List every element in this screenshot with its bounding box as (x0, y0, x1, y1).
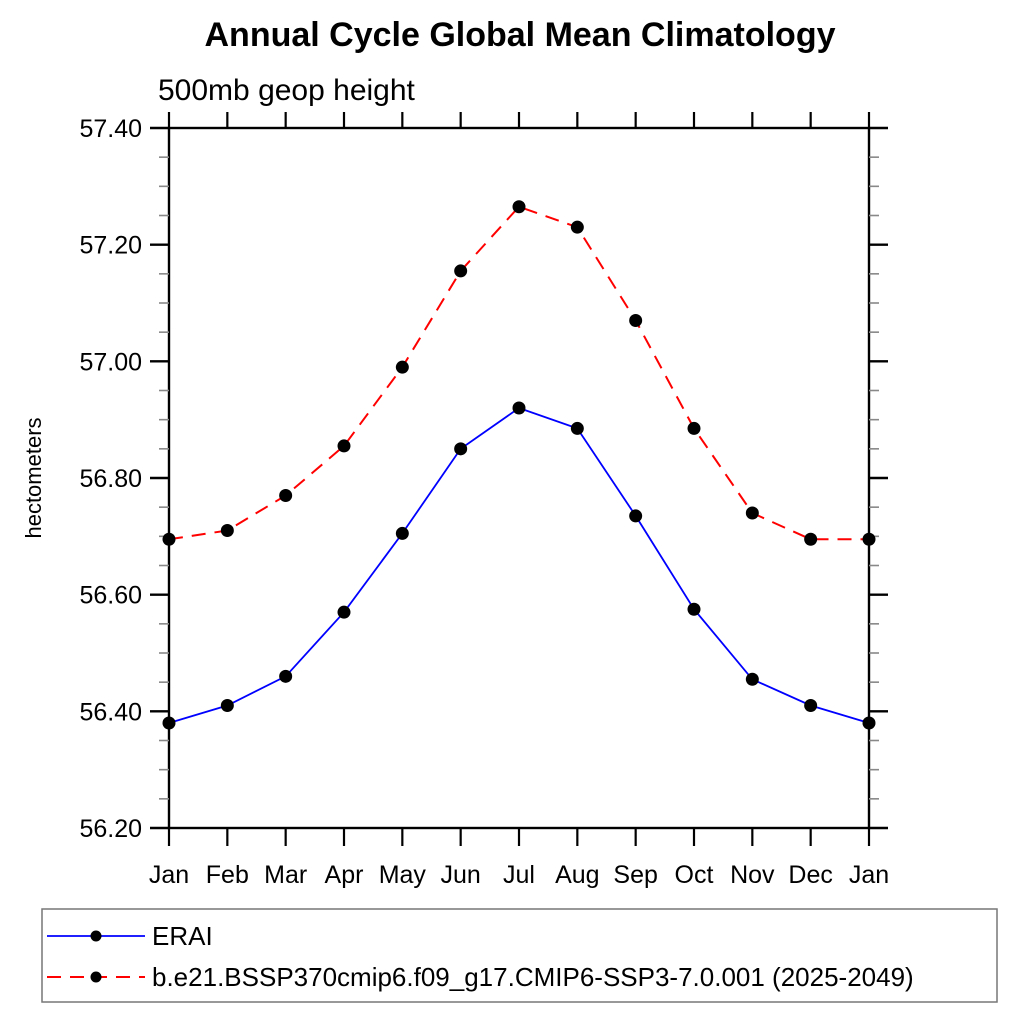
data-point-marker (162, 532, 176, 546)
x-tick-label: Jan (149, 861, 189, 889)
data-point-marker (862, 532, 876, 546)
data-point-marker (745, 672, 759, 686)
x-tick-label: Sep (613, 861, 657, 889)
x-tick-label: May (379, 861, 427, 889)
y-tick-label: 57.20 (79, 232, 142, 260)
data-point-marker (162, 716, 176, 730)
data-point-marker (395, 526, 409, 540)
y-tick-label: 56.20 (79, 815, 142, 843)
y-tick-label: 56.60 (79, 582, 142, 610)
x-tick-label: Dec (788, 861, 832, 889)
data-point-marker (745, 506, 759, 520)
data-point-marker (454, 264, 468, 278)
data-point-marker (804, 532, 818, 546)
y-tick-label: 56.80 (79, 465, 142, 493)
data-point-marker (337, 439, 351, 453)
data-point-marker (395, 360, 409, 374)
x-tick-label: Mar (264, 861, 307, 889)
legend-box (41, 908, 998, 1003)
data-point-marker (454, 442, 468, 456)
y-tick-label: 57.00 (79, 348, 142, 376)
series-line (168, 406, 870, 724)
data-point-marker (279, 669, 293, 683)
data-point-marker (687, 602, 701, 616)
data-point-marker (629, 314, 643, 327)
data-point-marker (279, 489, 293, 502)
chart-subtitle: 500mb geop height (158, 74, 415, 107)
data-point-marker (220, 524, 234, 537)
series-line (168, 205, 869, 541)
x-tick-label: Nov (730, 861, 775, 889)
plot-frame (167, 126, 871, 830)
data-point-marker (570, 421, 584, 435)
legend-entry-label: ERAI (152, 921, 213, 951)
x-tick-label: Feb (206, 861, 249, 889)
legend-marker-icon (90, 971, 102, 983)
data-point-marker (512, 401, 526, 415)
x-tick-label: Aug (555, 861, 599, 889)
x-tick-label: Jan (849, 861, 889, 889)
legend-entry-label: b.e21.BSSP370cmip6.f09_g17.CMIP6-SSP3-7.… (152, 962, 914, 992)
x-tick-label: Apr (325, 861, 364, 889)
x-tick-label: Jun (441, 861, 481, 889)
x-tick-label: Jul (503, 861, 535, 889)
x-tick-label: Oct (675, 861, 714, 889)
data-point-marker (687, 421, 701, 435)
data-point-marker (220, 699, 234, 712)
y-tick-label: 57.40 (79, 115, 142, 143)
legend-marker-icon (90, 930, 102, 942)
chart-title: Annual Cycle Global Mean Climatology (204, 16, 836, 54)
data-point-marker (629, 509, 643, 523)
data-point-marker (862, 716, 876, 730)
data-point-marker (337, 605, 351, 619)
y-tick-label: 56.40 (79, 698, 142, 726)
data-point-marker (512, 200, 526, 214)
data-point-marker (804, 699, 818, 712)
data-point-marker (570, 220, 584, 234)
